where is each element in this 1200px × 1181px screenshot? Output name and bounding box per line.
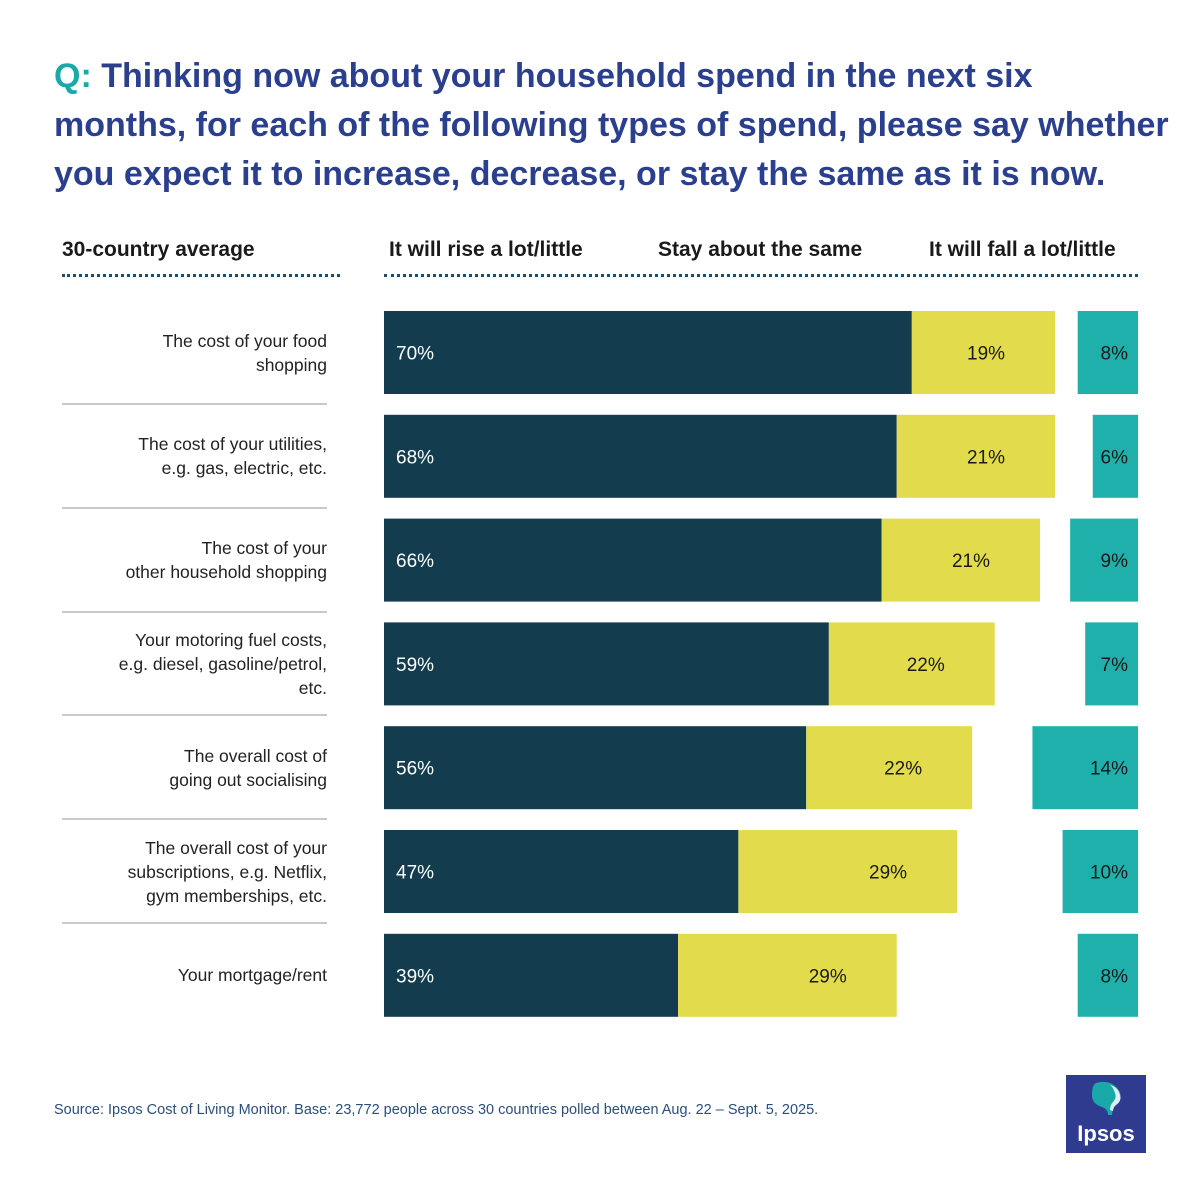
data-label-same: 21% bbox=[967, 447, 1005, 468]
category-label: The overall cost of your subscriptions, e… bbox=[37, 836, 327, 908]
data-label-rise: 47% bbox=[396, 863, 434, 884]
category-label-line: e.g. diesel, gasoline/petrol, bbox=[118, 653, 327, 674]
ipsos-logo-graphic: Ipsos bbox=[1066, 1075, 1146, 1153]
data-label-same: 22% bbox=[884, 759, 922, 780]
data-label-same: 29% bbox=[809, 966, 847, 987]
data-label-rise: 56% bbox=[396, 759, 434, 780]
bar-same bbox=[806, 726, 973, 810]
ipsos-logo: Ipsos bbox=[1066, 1075, 1146, 1153]
question-text: Thinking now about your household spend … bbox=[54, 57, 1169, 193]
category-label-line: The cost of your bbox=[201, 538, 327, 559]
row-separator bbox=[62, 818, 327, 821]
bar-same bbox=[738, 830, 958, 913]
bar-fall bbox=[1070, 518, 1138, 602]
data-label-same: 19% bbox=[967, 344, 1005, 365]
category-label-line: etc. bbox=[298, 677, 327, 698]
data-label-fall: 6% bbox=[1101, 447, 1129, 468]
row-separator bbox=[62, 610, 327, 613]
data-label-fall: 14% bbox=[1090, 759, 1128, 780]
data-label-same: 21% bbox=[952, 551, 990, 572]
bar-same bbox=[678, 933, 897, 1017]
bar-fall bbox=[1062, 830, 1138, 913]
category-label: The cost of your food shopping bbox=[37, 329, 327, 377]
data-label-fall: 8% bbox=[1101, 344, 1129, 365]
logo-profile-icon bbox=[1110, 1085, 1121, 1111]
bar-rise bbox=[384, 830, 739, 913]
category-label-line: The cost of your food bbox=[162, 330, 327, 351]
question-title: Q: Thinking now about your household spe… bbox=[54, 52, 1174, 199]
header-fall: It will fall a lot/little bbox=[929, 238, 1116, 261]
category-label-line: The overall cost of bbox=[184, 745, 327, 766]
question-prefix: Q: bbox=[54, 57, 92, 95]
category-label-line: subscriptions, e.g. Netflix, bbox=[127, 861, 327, 882]
bar-rise bbox=[384, 933, 679, 1017]
bar-same bbox=[828, 622, 995, 706]
category-label: Your mortgage/rent bbox=[37, 963, 327, 987]
logo-text: Ipsos bbox=[1077, 1121, 1134, 1146]
bar-fall bbox=[1077, 311, 1138, 394]
bar-rise bbox=[384, 311, 912, 394]
bar-rise bbox=[384, 622, 829, 706]
category-label-line: e.g. gas, electric, etc. bbox=[161, 458, 327, 479]
bar-same bbox=[896, 414, 1056, 498]
data-label-rise: 68% bbox=[396, 447, 434, 468]
category-label: The cost of your utilities, e.g. gas, ele… bbox=[37, 432, 327, 480]
row-separator bbox=[62, 403, 327, 405]
category-label-line: The cost of your utilities, bbox=[138, 434, 327, 455]
data-label-fall: 8% bbox=[1101, 966, 1129, 987]
bar-fall bbox=[1077, 933, 1138, 1017]
category-label-line: The overall cost of your bbox=[145, 837, 327, 858]
bar-fall bbox=[1032, 726, 1138, 810]
row-separator bbox=[62, 506, 327, 509]
category-label-line: shopping bbox=[255, 354, 327, 375]
bar-same bbox=[911, 311, 1056, 394]
data-label-fall: 7% bbox=[1101, 655, 1129, 676]
bar-rise bbox=[384, 726, 807, 810]
data-label-same: 22% bbox=[907, 655, 945, 676]
bar-fall bbox=[1092, 414, 1138, 498]
category-label-line: gym memberships, etc. bbox=[146, 885, 327, 906]
header-rise: It will rise a lot/little bbox=[389, 238, 583, 261]
category-label-line: going out socialising bbox=[169, 769, 327, 790]
category-label-line: other household shopping bbox=[125, 562, 327, 583]
data-label-fall: 9% bbox=[1101, 551, 1129, 572]
row-separator bbox=[62, 714, 327, 717]
data-label-fall: 10% bbox=[1090, 863, 1128, 884]
data-label-same: 29% bbox=[869, 863, 907, 884]
header-same: Stay about the same bbox=[658, 238, 863, 261]
category-label: The overall cost of going out socialising bbox=[37, 744, 327, 792]
header-divider-left bbox=[62, 274, 340, 277]
category-label-line: Your mortgage/rent bbox=[177, 965, 327, 986]
bar-fall bbox=[1085, 622, 1138, 706]
bar-rise bbox=[384, 518, 882, 602]
header-average: 30-country average bbox=[62, 238, 255, 261]
data-label-rise: 39% bbox=[396, 966, 434, 987]
source-note: Source: Ipsos Cost of Living Monitor. Ba… bbox=[54, 1102, 819, 1118]
bar-same bbox=[881, 518, 1040, 602]
category-label: The cost of your other household shopping bbox=[37, 536, 327, 584]
category-label: Your motoring fuel costs, e.g. diesel, ga… bbox=[37, 628, 327, 700]
data-label-rise: 59% bbox=[396, 655, 434, 676]
bar-rise bbox=[384, 414, 897, 498]
category-label-line: Your motoring fuel costs, bbox=[135, 629, 327, 650]
header-divider-right bbox=[384, 274, 1138, 277]
data-label-rise: 70% bbox=[396, 344, 434, 365]
row-separator bbox=[62, 922, 327, 924]
data-label-rise: 66% bbox=[396, 551, 434, 572]
